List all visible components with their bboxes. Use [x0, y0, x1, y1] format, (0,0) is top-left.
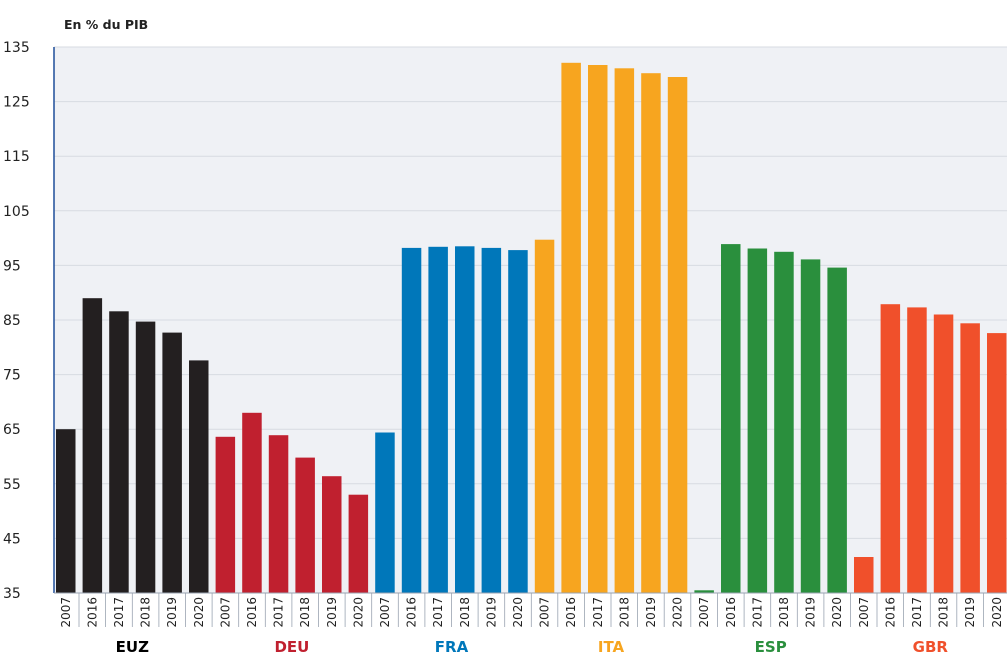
x-tick-label: 2019 [484, 597, 498, 628]
group-label-esp: ESP [755, 638, 787, 656]
bar-ita-2019 [641, 73, 661, 593]
x-tick-label: 2017 [112, 597, 126, 628]
bar-esp-2016 [721, 244, 741, 593]
bar-deu-2007 [215, 436, 236, 593]
group-label-gbr: GBR [913, 638, 949, 656]
bar-gbr-2016 [880, 304, 901, 593]
y-tick-label: 125 [3, 95, 30, 111]
bar-deu-2018 [295, 457, 315, 593]
x-tick-label: 2007 [59, 597, 73, 628]
x-tick-label: 2007 [697, 597, 711, 628]
y-tick-label: 135 [3, 40, 30, 56]
bar-fra-2017 [428, 246, 448, 594]
bar-euz-2007 [56, 429, 76, 593]
bar-ita-2017 [588, 65, 608, 593]
bar-gbr-2017 [907, 307, 927, 593]
x-tick-label: 2018 [298, 597, 312, 628]
x-tick-label: 2007 [857, 597, 871, 628]
bar-gbr-2018 [933, 314, 954, 593]
bar-ita-2020 [667, 77, 688, 593]
bar-ita-2016 [561, 62, 581, 594]
x-tick-label: 2016 [883, 597, 897, 628]
x-tick-label: 2019 [963, 597, 977, 628]
y-tick-label: 75 [3, 368, 21, 384]
group-label-euz: EUZ [116, 638, 149, 656]
x-tick-label: 2020 [351, 597, 365, 628]
x-tick-label: 2020 [830, 597, 844, 628]
gridlines [54, 46, 1007, 539]
x-tick-label: 2020 [990, 597, 1004, 628]
y-tick-label: 55 [3, 477, 21, 493]
x-tick-label: 2017 [431, 597, 445, 628]
bars [56, 62, 1007, 594]
bar-deu-2020 [348, 494, 369, 593]
bar-ita-2018 [614, 68, 635, 594]
bar-fra-2020 [508, 250, 528, 593]
bar-esp-2017 [747, 248, 768, 593]
x-tick-label: 2019 [804, 597, 818, 628]
bar-esp-2020 [827, 267, 847, 593]
x-tick-labels: 2007 2016 2017 2018 2019 2020 2007 2016 2017 2018… [54, 592, 1007, 628]
bar-deu-2019 [322, 476, 342, 593]
group-label-ita: ITA [598, 638, 625, 656]
bar-gbr-2019 [960, 323, 980, 593]
x-tick-label: 2020 [671, 597, 685, 628]
y-tick-label: 45 [3, 531, 21, 547]
x-tick-label: 2016 [724, 597, 738, 628]
x-tick-label: 2018 [139, 597, 153, 628]
bar-fra-2016 [401, 247, 422, 593]
bar-euz-2018 [135, 321, 156, 593]
bar-deu-2016 [242, 412, 262, 593]
unit-label: En % du PIB [64, 17, 148, 32]
x-tick-label: 2018 [937, 597, 951, 628]
group-labels: EUZ DEU FRA ITA ESP GBR [116, 638, 949, 656]
bar-euz-2020 [189, 360, 209, 593]
y-tick-label: 95 [3, 258, 21, 274]
x-tick-label: 2017 [272, 597, 286, 628]
x-tick-label: 2007 [218, 597, 232, 628]
bar-fra-2019 [481, 247, 502, 593]
bar-euz-2017 [109, 311, 129, 593]
bar-euz-2019 [162, 332, 182, 593]
bar-euz-2016 [82, 298, 103, 593]
group-label-deu: DEU [274, 638, 309, 656]
bar-deu-2017 [268, 435, 289, 593]
y-tick-label: 115 [3, 149, 30, 165]
x-tick-label: 2016 [245, 597, 259, 628]
x-tick-label: 2018 [617, 597, 631, 628]
y-tick-labels: 35 45 55 65 75 85 95 105 115 125 135 [3, 40, 30, 602]
y-tick-label: 65 [3, 422, 21, 438]
bar-fra-2018 [455, 246, 475, 594]
bar-esp-2018 [774, 251, 794, 594]
x-tick-label: 2020 [192, 597, 206, 628]
x-tick-label: 2017 [591, 597, 605, 628]
x-tick-label: 2020 [511, 597, 525, 628]
bar-esp-2007 [694, 590, 714, 593]
group-label-fra: FRA [435, 638, 469, 656]
x-tick-label: 2007 [538, 597, 552, 628]
y-tick-label: 85 [3, 313, 21, 329]
bar-gbr-2007 [854, 557, 874, 593]
x-tick-label: 2019 [165, 597, 179, 628]
x-tick-label: 2017 [910, 597, 924, 628]
x-tick-label: 2016 [85, 597, 99, 628]
x-tick-label: 2007 [378, 597, 392, 628]
x-tick-label: 2017 [750, 597, 764, 628]
x-tick-label: 2016 [405, 597, 419, 628]
bar-gbr-2020 [987, 333, 1007, 593]
x-tick-label: 2018 [777, 597, 791, 628]
y-tick-label: 105 [3, 204, 30, 220]
bar-fra-2007 [375, 432, 395, 593]
x-tick-label: 2019 [644, 597, 658, 628]
x-tick-label: 2018 [458, 597, 472, 628]
x-tick-label: 2019 [325, 597, 339, 628]
bar-ita-2007 [534, 239, 555, 593]
bar-esp-2019 [800, 259, 821, 593]
x-tick-label: 2016 [564, 597, 578, 628]
y-tick-label: 35 [3, 586, 21, 602]
